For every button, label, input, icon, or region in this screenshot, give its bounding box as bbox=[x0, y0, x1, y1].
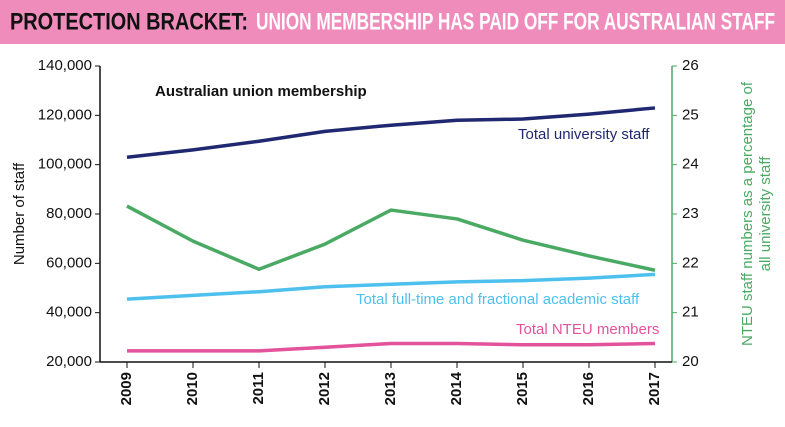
y-tick-label: 40,000 bbox=[46, 304, 92, 321]
annotation: Australian union membership bbox=[155, 83, 367, 100]
x-tick-label: 2010 bbox=[184, 372, 201, 405]
series-line bbox=[126, 204, 656, 272]
x-tick-label: 2013 bbox=[382, 372, 399, 405]
x-tick-label: 2011 bbox=[250, 372, 267, 405]
y2-tick-label: 24 bbox=[682, 156, 699, 173]
series-line bbox=[127, 341, 656, 353]
y-tick-label: 140,000 bbox=[38, 57, 92, 74]
y-tick-label: 20,000 bbox=[46, 353, 92, 370]
y-tick-label: 60,000 bbox=[46, 254, 92, 271]
series-label: Total full-time and fractional academic … bbox=[356, 291, 640, 308]
y2-axis-label: NTEU staff numbers as a percentage of bbox=[739, 81, 756, 346]
chart-title: PROTECTION BRACKET: bbox=[10, 8, 248, 35]
series-label: Total university staff bbox=[518, 126, 650, 143]
x-tick-label: 2015 bbox=[514, 372, 531, 405]
y-tick-label: 100,000 bbox=[38, 156, 92, 173]
y2-tick-label: 23 bbox=[682, 205, 699, 222]
x-tick-label: 2012 bbox=[316, 372, 333, 405]
x-tick-label: 2016 bbox=[580, 372, 597, 405]
y2-tick-label: 22 bbox=[682, 254, 699, 271]
y2-tick-label: 26 bbox=[682, 57, 699, 74]
x-tick-label: 2009 bbox=[118, 372, 135, 405]
chart-subtitle: UNION MEMBERSHIP HAS PAID OFF FOR AUSTRA… bbox=[256, 8, 775, 35]
y2-tick-label: 20 bbox=[682, 353, 699, 370]
series-label: Total NTEU members bbox=[516, 321, 659, 338]
y2-axis-label: all university staff bbox=[757, 156, 774, 272]
y2-tick-label: 25 bbox=[682, 106, 699, 123]
y-tick-label: 80,000 bbox=[46, 205, 92, 222]
x-tick-label: 2014 bbox=[448, 371, 465, 405]
y-tick-label: 120,000 bbox=[38, 106, 92, 123]
y-axis-label: Number of staff bbox=[11, 162, 28, 265]
x-tick-label: 2017 bbox=[646, 372, 663, 405]
series-line bbox=[126, 272, 656, 301]
title-band bbox=[0, 0, 785, 44]
y2-tick-label: 21 bbox=[682, 304, 699, 321]
series-line bbox=[126, 106, 656, 160]
